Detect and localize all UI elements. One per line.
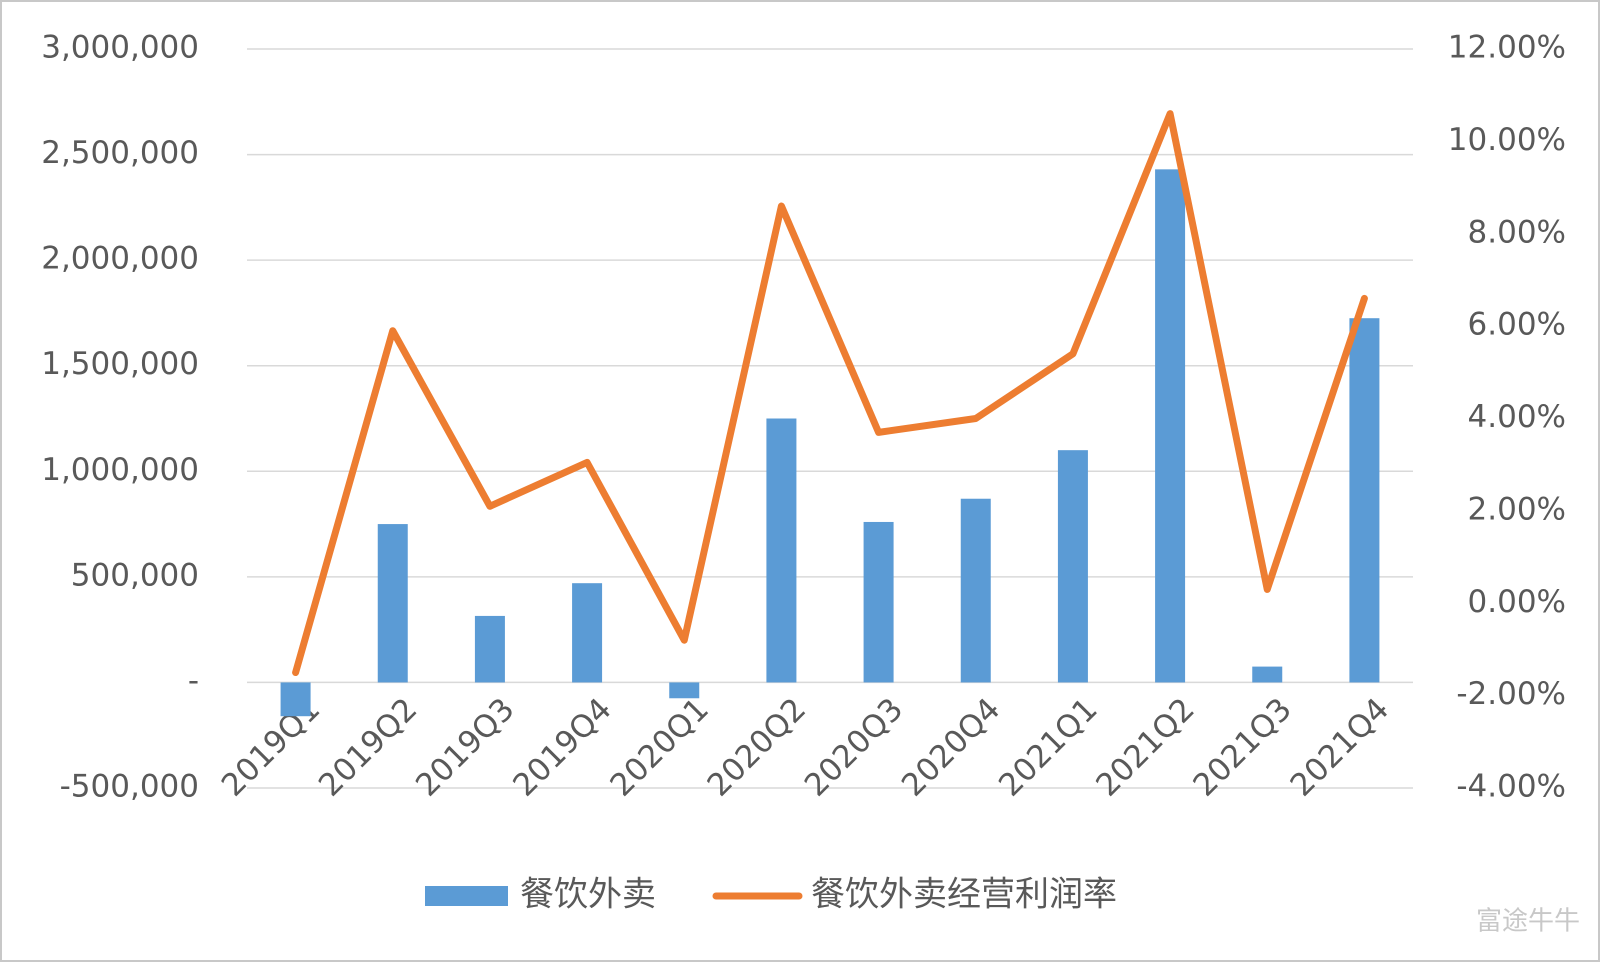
legend-swatch	[425, 886, 508, 906]
y-tick-label: 2,000,000	[41, 241, 199, 277]
y-tick-label: 1,000,000	[41, 452, 199, 488]
line	[292, 110, 1368, 677]
y2-tick-label: 4.00%	[1468, 399, 1566, 435]
bar	[1252, 666, 1283, 683]
legend-label: 餐饮外卖经营利润率	[811, 875, 1117, 915]
bar	[377, 524, 408, 683]
bar	[1349, 318, 1380, 683]
bar	[280, 682, 311, 717]
y-tick-label: -500,000	[60, 769, 199, 805]
y-tick-label: 500,000	[71, 557, 199, 593]
y2-tick-label: 10.00%	[1448, 122, 1566, 158]
bar	[863, 521, 894, 683]
y2-tick-label: -4.00%	[1456, 769, 1566, 805]
y-tick-label: 3,000,000	[41, 30, 199, 66]
y-tick-label: 1,500,000	[41, 346, 199, 382]
bar	[474, 615, 505, 683]
y2-tick-label: -2.00%	[1456, 676, 1566, 712]
bar	[766, 418, 797, 683]
y2-tick-label: 6.00%	[1468, 307, 1566, 343]
watermark: 富途牛牛	[1476, 907, 1580, 937]
y2-tick-label: 8.00%	[1468, 214, 1566, 250]
y-tick-label: 2,500,000	[41, 135, 199, 171]
legend-label: 餐饮外卖	[520, 875, 656, 915]
y-tick-label: -	[188, 663, 199, 699]
bar	[1057, 450, 1088, 683]
bar	[669, 682, 700, 699]
bar	[960, 498, 991, 683]
bar	[1155, 169, 1186, 683]
y2-tick-label: 2.00%	[1468, 491, 1566, 527]
bar	[572, 583, 603, 683]
y2-tick-label: 12.00%	[1448, 30, 1566, 66]
y2-tick-label: 0.00%	[1468, 584, 1566, 620]
